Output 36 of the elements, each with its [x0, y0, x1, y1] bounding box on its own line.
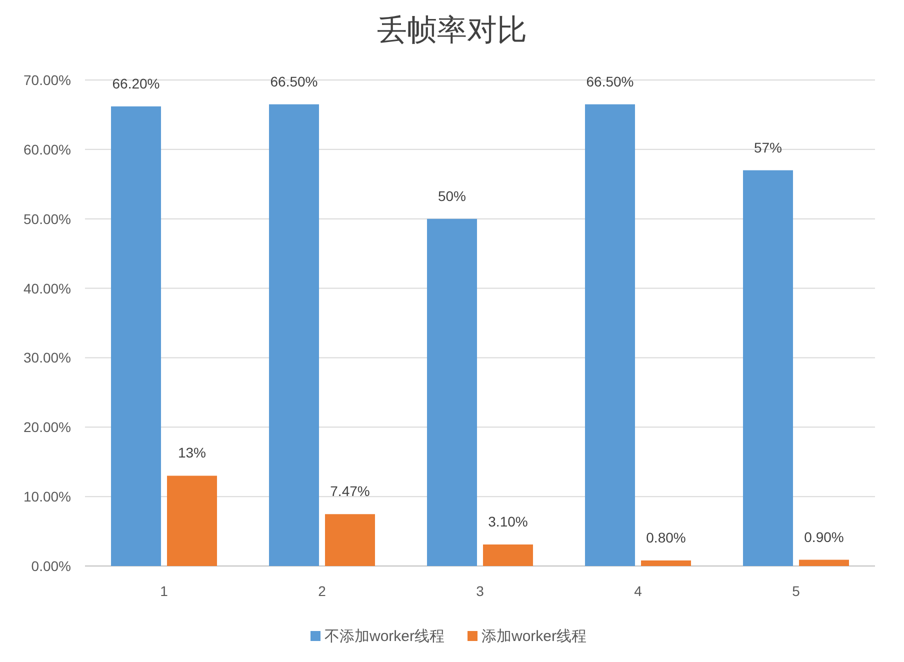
data-label: 13% — [178, 444, 206, 461]
y-tick-label: 0.00% — [31, 558, 71, 574]
bar — [483, 544, 533, 566]
data-label: 7.47% — [330, 483, 370, 500]
bar — [325, 514, 375, 566]
bar — [269, 104, 319, 566]
data-label: 66.50% — [270, 73, 318, 90]
y-tick-label: 30.00% — [24, 350, 71, 366]
bar — [799, 560, 849, 566]
x-tick-label: 5 — [792, 583, 800, 599]
x-tick-label: 4 — [634, 583, 642, 599]
y-tick-label: 60.00% — [24, 141, 71, 158]
x-tick-label: 2 — [318, 583, 326, 599]
data-label: 66.20% — [112, 75, 160, 92]
y-tick-label: 10.00% — [24, 488, 71, 505]
data-label: 0.80% — [646, 529, 686, 546]
bar — [111, 106, 161, 566]
bar — [641, 560, 691, 566]
bar — [427, 218, 477, 566]
x-tick-label: 3 — [476, 583, 484, 599]
bar — [743, 170, 793, 566]
y-tick-label: 50.00% — [24, 210, 71, 227]
data-label: 57% — [754, 139, 782, 156]
data-label: 50% — [438, 188, 466, 204]
y-tick-label: 20.00% — [24, 419, 71, 436]
data-label: 3.10% — [488, 513, 528, 530]
bar — [585, 104, 635, 566]
x-tick-label: 1 — [160, 583, 168, 599]
y-tick-label: 40.00% — [24, 280, 71, 296]
legend-label: 不添加worker线程 — [324, 628, 445, 645]
legend-label: 添加worker线程 — [482, 628, 587, 645]
data-label: 66.50% — [586, 73, 634, 90]
y-tick-label: 70.00% — [24, 72, 71, 88]
bar — [167, 476, 217, 566]
chart-title: 丢帧率对比 — [377, 14, 527, 47]
data-label: 0.90% — [804, 528, 844, 545]
